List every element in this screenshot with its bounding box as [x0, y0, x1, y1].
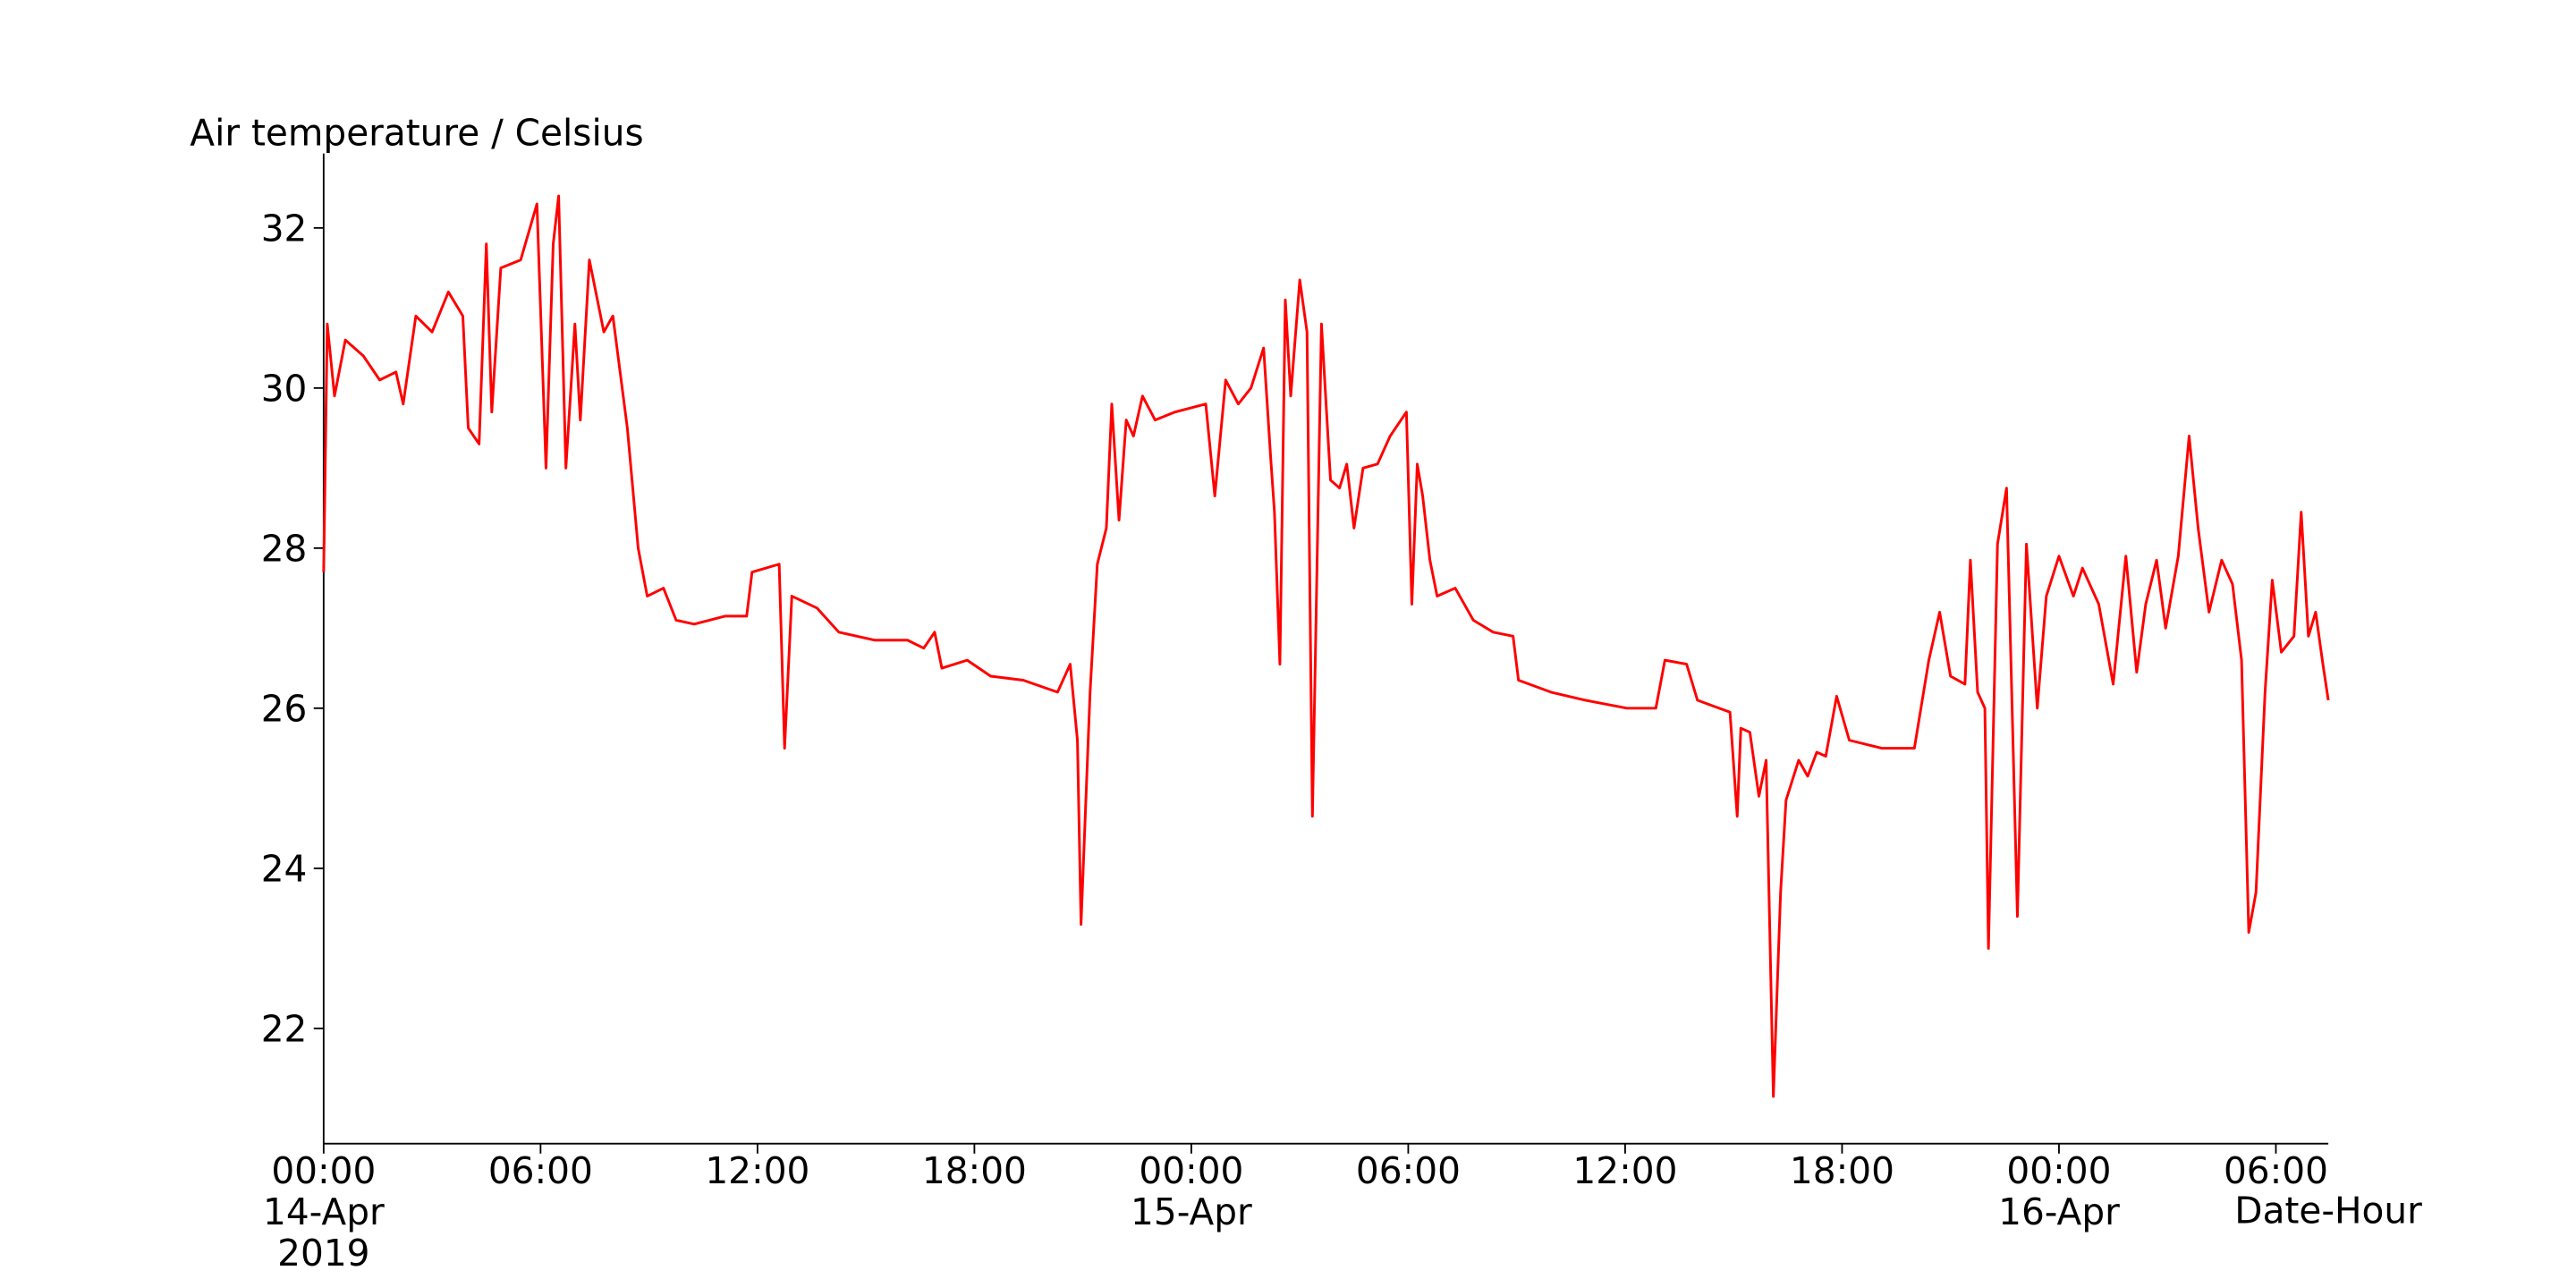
y-tick-label: 26 [261, 688, 308, 731]
x-tick-label: 00:00 15-Apr [1131, 1149, 1252, 1233]
y-tick-label: 22 [261, 1008, 308, 1051]
y-tick-label: 28 [261, 528, 308, 571]
x-tick-label: 06:00 [2224, 1149, 2328, 1192]
y-tick-label: 30 [261, 368, 308, 411]
x-tick-label: 00:00 16-Apr [1998, 1149, 2120, 1233]
x-tick-label: 18:00 [1790, 1149, 1894, 1192]
x-tick-label: 12:00 [705, 1149, 809, 1192]
y-tick-label: 24 [261, 848, 308, 891]
x-tick-label: 00:00 14-Apr 2019 [263, 1149, 385, 1275]
data-line [322, 194, 2330, 1098]
x-tick-label: 18:00 [922, 1149, 1027, 1192]
x-tick-label: 06:00 [488, 1149, 593, 1192]
x-axis-label: Date-Hour [2234, 1189, 2422, 1232]
y-tick-label: 32 [261, 208, 308, 250]
x-tick-label: 06:00 [1356, 1149, 1461, 1192]
y-axis-label: Air temperature / Celsius [190, 111, 643, 154]
x-tick-label: 12:00 [1572, 1149, 1677, 1192]
